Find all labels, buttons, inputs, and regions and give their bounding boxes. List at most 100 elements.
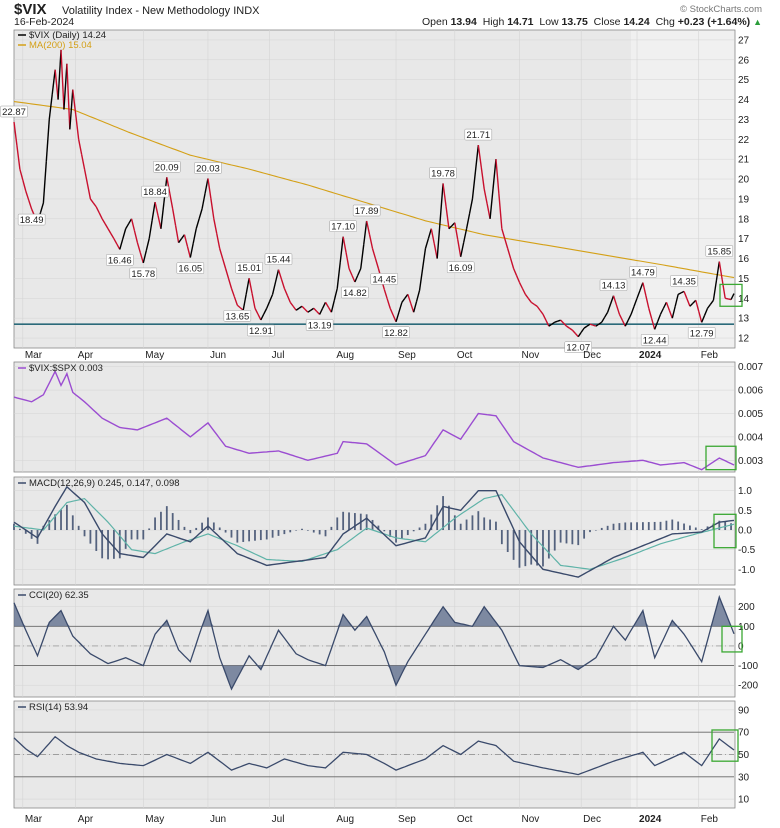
price-segment	[524, 293, 529, 299]
price-annotation: 22.87	[2, 107, 26, 118]
macd-histogram-bar	[395, 530, 397, 543]
macd-histogram-bar	[165, 506, 168, 531]
macd-histogram-bar	[730, 523, 732, 531]
price-annotation: 14.79	[631, 268, 655, 279]
macd-histogram-bar	[671, 519, 674, 531]
price-segment	[251, 293, 256, 309]
price-segment	[365, 220, 371, 235]
price-annotation-box	[341, 286, 369, 299]
price-annotation-box	[640, 334, 669, 346]
month-label-top: Dec	[583, 350, 601, 361]
price-segment	[468, 198, 474, 214]
macd-histogram-bar	[95, 530, 98, 551]
price-segment	[172, 208, 177, 226]
cci-highlight-box	[721, 625, 743, 653]
price-segment	[269, 294, 274, 302]
macd-histogram-bar	[154, 517, 156, 531]
price-segment	[689, 302, 694, 307]
price-segment	[648, 308, 653, 319]
month-label-bottom: Aug	[336, 814, 354, 825]
price-annotation: 12.91	[249, 326, 273, 337]
price-segment	[460, 242, 465, 257]
price-segment	[254, 307, 259, 315]
price-segment	[301, 305, 306, 310]
high-label: High	[482, 16, 505, 28]
price-segment	[698, 311, 703, 323]
macd-histogram-bar	[448, 505, 450, 531]
price-annotation: 13.65	[225, 311, 249, 322]
price-segment	[216, 233, 221, 249]
price-annotation-box	[17, 213, 46, 226]
macd-histogram-bar	[647, 522, 650, 531]
price-segment	[645, 295, 650, 309]
macd-histogram-bar	[430, 514, 433, 531]
price-annotation: 18.49	[20, 215, 44, 226]
price-segment	[569, 327, 573, 331]
price-annotation-box	[629, 266, 657, 278]
price-segment	[368, 234, 374, 249]
macd-histogram-bar	[277, 530, 280, 536]
price-segment	[360, 244, 365, 269]
price-segment	[509, 258, 515, 269]
y-tick-label: 0.003	[738, 456, 763, 467]
macd-histogram-bar	[289, 530, 292, 533]
price-segment	[486, 203, 491, 219]
price-segment	[715, 261, 720, 282]
price-segment	[595, 323, 600, 327]
price-annotation-box	[0, 105, 28, 118]
price-segment	[198, 208, 203, 220]
macd-histogram-bar	[177, 519, 180, 531]
price-segment	[383, 289, 388, 300]
price-segment	[574, 332, 579, 338]
y-tick-label: 20	[738, 175, 750, 186]
price-annotation: 17.89	[355, 206, 379, 217]
chg-label: Chg	[655, 16, 675, 28]
price-annotation-box	[329, 220, 357, 232]
macd-histogram-bar	[694, 527, 697, 531]
macd-histogram-bar	[577, 530, 580, 546]
price-annotation-box	[305, 319, 334, 331]
price-annotation: 20.09	[155, 162, 179, 173]
price-annotation: 15.85	[707, 247, 731, 258]
macd-histogram-bar	[677, 521, 680, 531]
price-segment	[221, 258, 227, 269]
macd-histogram-bar	[330, 526, 333, 531]
price-segment	[662, 301, 668, 309]
price-segment	[148, 220, 153, 239]
macd-histogram-bar	[559, 530, 562, 543]
y-tick-label: 0.5	[738, 506, 752, 517]
price-segment	[563, 322, 567, 327]
price-segment	[22, 179, 27, 192]
price-segment	[701, 315, 706, 323]
macd-histogram-bar	[342, 511, 345, 531]
macd-line	[13, 485, 735, 578]
panel-background-0	[14, 30, 735, 348]
price-segment	[606, 303, 612, 313]
price-annotation-box	[599, 279, 628, 291]
price-segment	[674, 294, 679, 307]
price-segment	[436, 220, 441, 259]
price-segment	[310, 307, 315, 311]
legend-ratio: $VIX:$SPX 0.003	[29, 363, 103, 374]
price-annotation: 20.03	[196, 163, 220, 174]
macd-histogram-bar	[424, 523, 427, 531]
price-segment	[289, 301, 294, 307]
macd-histogram-bar	[107, 530, 109, 560]
date-label: 16-Feb-2024	[14, 16, 75, 28]
macd-histogram-bar	[512, 530, 515, 560]
price-segment	[636, 290, 641, 299]
macd-histogram-bar	[259, 530, 262, 541]
macd-histogram-bar	[659, 521, 662, 531]
macd-histogram-bar	[565, 530, 568, 544]
price-segment	[77, 139, 83, 155]
price-annotation-box	[129, 267, 158, 280]
high-value: 14.71	[507, 16, 534, 28]
y-tick-label: 13	[738, 314, 750, 325]
price-annotation-box	[564, 341, 592, 353]
y-tick-label: 50	[738, 750, 750, 761]
price-segment	[618, 313, 623, 321]
price-segment	[242, 294, 247, 311]
month-label-top: Jun	[210, 350, 226, 361]
price-segment	[659, 307, 665, 315]
macd-histogram-bar	[101, 530, 104, 559]
